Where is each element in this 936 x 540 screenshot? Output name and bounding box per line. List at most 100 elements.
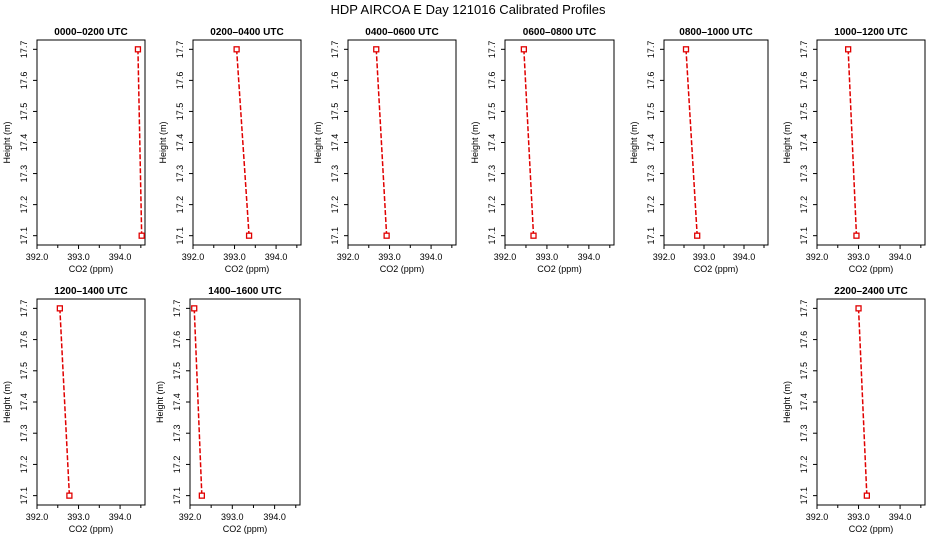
y-tick-label: 17.7 xyxy=(330,41,340,59)
plot-frame xyxy=(663,39,769,246)
y-tick-label: 17.1 xyxy=(172,487,182,505)
y-tick-label: 17.4 xyxy=(799,134,809,152)
y-tick-label: 17.6 xyxy=(646,72,656,90)
y-tick-label: 17.3 xyxy=(799,424,809,442)
data-point-marker xyxy=(138,232,145,239)
x-axis-label: CO2 (ppm) xyxy=(225,264,270,274)
y-tick-label: 17.4 xyxy=(799,393,809,411)
x-axis-label: CO2 (ppm) xyxy=(849,264,894,274)
x-tick-label: 394.0 xyxy=(109,512,132,522)
x-tick-label: 392.0 xyxy=(806,252,829,262)
y-tick-label: 17.1 xyxy=(175,227,185,245)
profile-line xyxy=(685,49,698,236)
profile-line xyxy=(523,49,535,236)
x-tick-label: 394.0 xyxy=(263,512,286,522)
x-tick-label: 392.0 xyxy=(337,252,360,262)
y-tick-label: 17.1 xyxy=(799,227,809,245)
x-tick-label: 394.0 xyxy=(733,252,756,262)
y-tick-label: 17.2 xyxy=(487,196,497,214)
panel-5: 1000–1200 UTC 392.0 393.0 394.0 CO2 (ppm) 17.… xyxy=(782,27,926,274)
y-tick-label: 17.4 xyxy=(19,134,29,152)
data-point-marker xyxy=(233,46,240,53)
panel-2: 0400–0600 UTC 392.0 393.0 394.0 CO2 (ppm) 17.… xyxy=(313,27,457,274)
y-tick-label: 17.5 xyxy=(799,103,809,121)
x-axis-label: CO2 (ppm) xyxy=(537,264,582,274)
data-point-marker xyxy=(245,232,253,239)
x-tick-label: 392.0 xyxy=(179,512,202,522)
x-tick-label: 394.0 xyxy=(578,252,601,262)
y-tick-label: 17.7 xyxy=(172,300,182,318)
y-axis-label: Height (m) xyxy=(782,121,792,163)
profile-line xyxy=(59,308,71,496)
panel-title: 1400–1600 UTC xyxy=(208,286,281,297)
plot-frame xyxy=(816,298,926,506)
panel-title: 0800–1000 UTC xyxy=(679,27,752,38)
plot-frame xyxy=(36,298,146,506)
panel-title: 1200–1400 UTC xyxy=(54,286,127,297)
y-tick-label: 17.5 xyxy=(172,362,182,380)
x-tick-label: 394.0 xyxy=(889,252,912,262)
plot-frame xyxy=(504,39,615,246)
y-tick-label: 17.3 xyxy=(19,165,29,183)
y-tick-label: 17.3 xyxy=(330,165,340,183)
y-tick-label: 17.7 xyxy=(175,41,185,59)
y-axis-label: Height (m) xyxy=(470,121,480,163)
data-point-marker xyxy=(845,46,852,53)
x-tick-label: 393.0 xyxy=(847,252,870,262)
x-axis-label: CO2 (ppm) xyxy=(380,264,425,274)
y-axis-label: Height (m) xyxy=(155,381,165,423)
y-tick-label: 17.7 xyxy=(19,41,29,59)
figure-title: HDP AIRCOA E Day 121016 Calibrated Profi… xyxy=(330,2,606,17)
y-tick-label: 17.3 xyxy=(646,165,656,183)
y-tick-label: 17.3 xyxy=(175,165,185,183)
panel-3: 0600–0800 UTC 392.0 393.0 394.0 CO2 (ppm) 17.… xyxy=(470,27,615,274)
panel-0: 0000–0200 UTC 392.0 393.0 394.0 CO2 (ppm) 17.… xyxy=(2,27,146,274)
panel-title: 2200–2400 UTC xyxy=(834,286,907,297)
x-tick-label: 393.0 xyxy=(67,252,90,262)
y-tick-label: 17.6 xyxy=(19,331,29,349)
plot-frame xyxy=(816,39,926,246)
x-tick-label: 392.0 xyxy=(653,252,676,262)
x-tick-label: 392.0 xyxy=(182,252,205,262)
x-tick-label: 394.0 xyxy=(265,252,288,262)
y-axis-label: Height (m) xyxy=(2,121,12,163)
y-tick-label: 17.6 xyxy=(487,72,497,90)
panel-8: 2200–2400 UTC 392.0 393.0 394.0 CO2 (ppm) 17.… xyxy=(782,286,926,534)
y-tick-label: 17.2 xyxy=(799,196,809,214)
y-tick-label: 17.1 xyxy=(799,487,809,505)
panels: 0000–0200 UTC 392.0 393.0 394.0 CO2 (ppm) 17.… xyxy=(2,27,926,534)
data-point-marker xyxy=(853,232,860,239)
y-tick-label: 17.7 xyxy=(646,41,656,59)
y-tick-label: 17.5 xyxy=(330,103,340,121)
y-tick-label: 17.2 xyxy=(172,456,182,474)
y-tick-label: 17.6 xyxy=(172,331,182,349)
x-axis-label: CO2 (ppm) xyxy=(223,524,268,534)
y-tick-label: 17.7 xyxy=(799,300,809,318)
y-tick-label: 17.4 xyxy=(175,134,185,152)
y-tick-label: 17.4 xyxy=(330,134,340,152)
y-axis-label: Height (m) xyxy=(782,381,792,423)
y-axis-label: Height (m) xyxy=(2,381,12,423)
profile-line xyxy=(193,308,203,496)
x-tick-label: 394.0 xyxy=(420,252,443,262)
panel-title: 1000–1200 UTC xyxy=(834,27,907,38)
data-point-marker xyxy=(134,46,142,53)
y-tick-label: 17.2 xyxy=(175,196,185,214)
data-point-marker xyxy=(373,46,380,53)
panel-7: 1400–1600 UTC 392.0 393.0 394.0 CO2 (ppm) 17.… xyxy=(155,286,301,534)
x-tick-label: 393.0 xyxy=(536,252,559,262)
y-tick-label: 17.1 xyxy=(487,227,497,245)
x-tick-label: 393.0 xyxy=(223,252,246,262)
y-tick-label: 17.2 xyxy=(19,456,29,474)
y-tick-label: 17.6 xyxy=(330,72,340,90)
y-tick-label: 17.1 xyxy=(19,487,29,505)
y-tick-label: 17.2 xyxy=(646,196,656,214)
y-tick-label: 17.3 xyxy=(172,424,182,442)
y-tick-label: 17.5 xyxy=(175,103,185,121)
y-tick-label: 17.6 xyxy=(799,331,809,349)
profile-line xyxy=(857,308,868,496)
data-point-marker xyxy=(530,232,537,239)
x-tick-label: 392.0 xyxy=(26,252,49,262)
y-tick-label: 17.5 xyxy=(646,103,656,121)
y-tick-label: 17.5 xyxy=(19,362,29,380)
